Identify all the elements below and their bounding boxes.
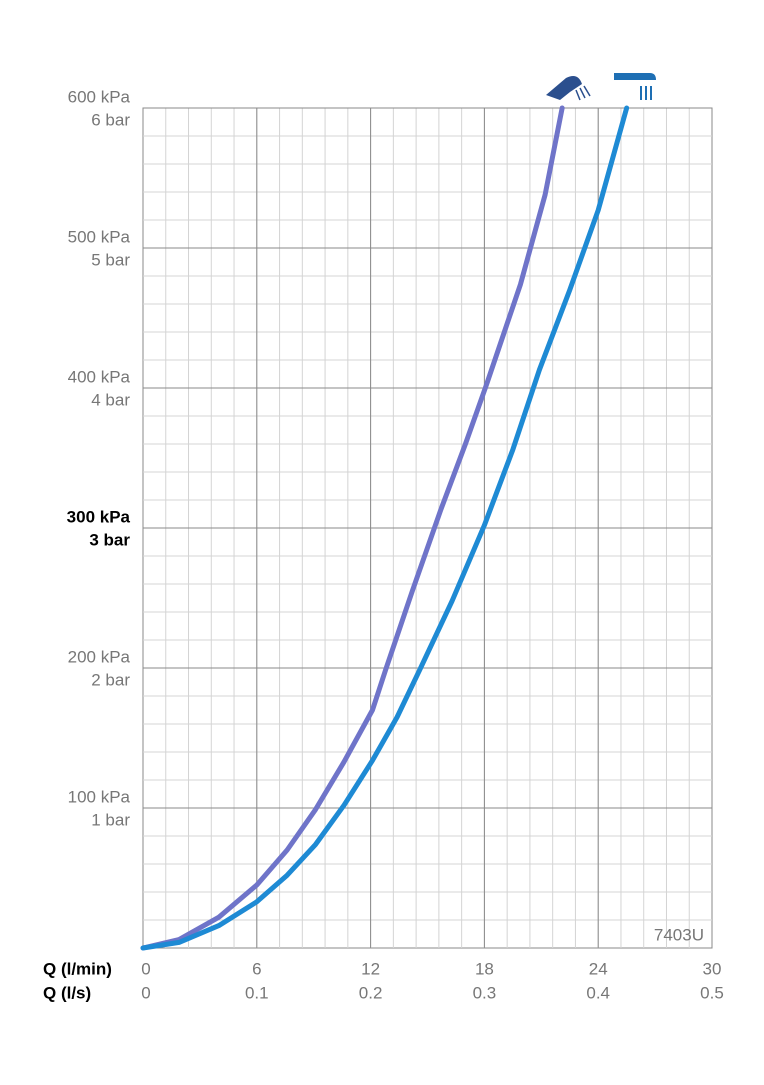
y-tick-label: 300 kPa: [67, 507, 131, 526]
y-tick-label: 600 kPa: [68, 87, 131, 106]
x-tick-label: 30: [703, 959, 722, 978]
series-line: [140, 105, 565, 951]
x2-tick-label: 0.4: [586, 983, 610, 1002]
x2-tick-label: 0.5: [700, 983, 724, 1002]
y-tick-label: 100 kPa: [68, 787, 131, 806]
y-tick-label: 200 kPa: [68, 647, 131, 666]
y-tick-label-bar: 3 bar: [89, 530, 130, 549]
handshower-icon: [546, 76, 591, 101]
x-tick-label: 6: [252, 959, 261, 978]
x2-tick-label: 0.2: [359, 983, 383, 1002]
y-tick-label: 500 kPa: [68, 227, 131, 246]
x-tick-label: 24: [589, 959, 608, 978]
y-tick-label-bar: 1 bar: [91, 810, 130, 829]
x2-tick-label: 0.1: [245, 983, 269, 1002]
y-tick-label: 400 kPa: [68, 367, 131, 386]
x-axis-label: Q (l/min): [43, 959, 112, 978]
x-tick-label: 12: [361, 959, 380, 978]
x2-tick-label: 0.3: [473, 983, 497, 1002]
y-tick-label-bar: 6 bar: [91, 110, 130, 129]
series-line: [140, 105, 630, 951]
overhead-shower-icon: [614, 73, 656, 100]
y-tick-label-bar: 5 bar: [91, 250, 130, 269]
annotation: 7403U: [654, 925, 704, 944]
x-tick-label: 0: [141, 959, 150, 978]
x-tick-label: 18: [475, 959, 494, 978]
y-tick-label-bar: 2 bar: [91, 670, 130, 689]
x2-axis-label: Q (l/s): [43, 983, 91, 1002]
x2-tick-label: 0: [141, 983, 150, 1002]
y-tick-label-bar: 4 bar: [91, 390, 130, 409]
grid: [143, 107, 712, 948]
